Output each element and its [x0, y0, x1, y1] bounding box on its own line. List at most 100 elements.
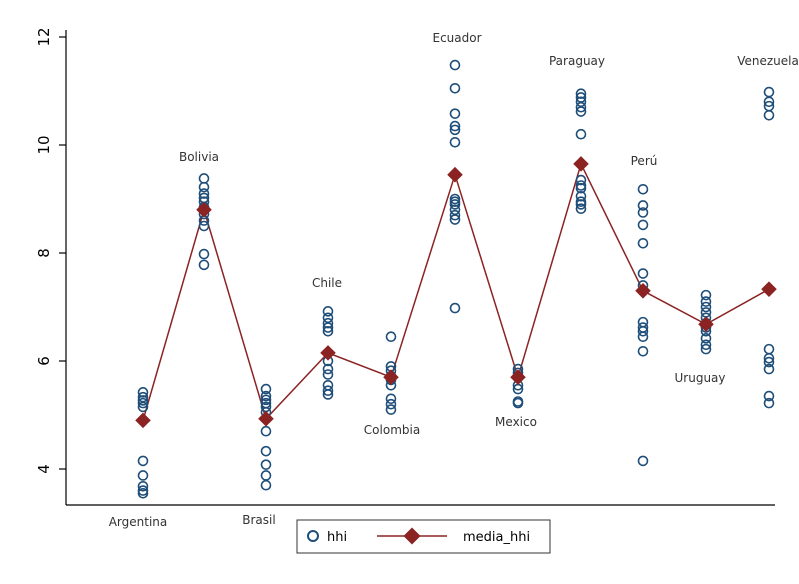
hhi-point — [449, 214, 461, 225]
hhi-point — [575, 203, 587, 215]
hhi-point — [449, 137, 461, 148]
hhi-point — [322, 325, 334, 337]
hhi-point — [198, 220, 210, 232]
hhi-point — [449, 209, 461, 221]
hhi-point — [637, 200, 649, 211]
hhi-point — [322, 369, 334, 380]
axis-layer: 4 6 8 10 12 — [35, 27, 775, 506]
hhi-point — [575, 199, 587, 210]
hhi-point — [322, 389, 334, 400]
hhi-point — [137, 470, 149, 481]
hhi-point — [637, 207, 649, 218]
hhi-point — [385, 398, 397, 410]
category-label: Ecuador — [432, 31, 481, 45]
hhi-point — [137, 401, 149, 413]
hhi-point — [449, 302, 461, 314]
y-tick-label: 4 — [35, 464, 53, 474]
y-tick-label: 8 — [35, 248, 53, 258]
legend-media-marker — [403, 527, 421, 545]
hhi-point — [763, 86, 775, 98]
hhi-point — [449, 199, 461, 210]
hhi-point — [763, 390, 775, 402]
media-hhi-point — [135, 412, 151, 429]
hhi-point — [637, 219, 649, 231]
media-hhi-point — [196, 202, 212, 218]
hhi-point — [260, 383, 272, 395]
category-label: Perú — [631, 154, 658, 168]
hhi-point — [575, 182, 587, 194]
hhi-point — [322, 322, 334, 333]
hhi-point — [385, 404, 397, 415]
hhi-point — [198, 248, 210, 260]
hhi-point — [575, 101, 587, 113]
hhi-point — [575, 88, 587, 99]
hhi-point — [137, 480, 149, 492]
hhi-point — [763, 356, 775, 368]
hhi-point — [260, 470, 272, 481]
y-tick-label: 10 — [35, 135, 53, 154]
hhi-point — [260, 459, 272, 470]
hhi-point — [449, 108, 461, 119]
hhi-point — [260, 425, 272, 437]
hhi-point — [637, 345, 649, 357]
category-label: Bolivia — [179, 150, 219, 164]
hhi-point — [260, 479, 272, 491]
hhi-point — [763, 352, 775, 364]
category-label: Venezuela — [737, 54, 799, 68]
hhi-point — [637, 325, 649, 337]
hhi-point — [763, 343, 775, 355]
hhi-point — [575, 106, 587, 117]
hhi-point — [260, 445, 272, 457]
media-hhi-point — [635, 283, 651, 299]
legend-hhi-label: hhi — [327, 530, 347, 545]
hhi-point — [449, 124, 461, 136]
hhi-point — [637, 183, 649, 195]
hhi-point — [575, 174, 587, 186]
media-hhi-point — [573, 156, 589, 172]
media-hhi-point — [761, 281, 777, 297]
hhi-point — [449, 83, 461, 94]
hhi-point — [763, 110, 775, 121]
hhi-point — [198, 173, 210, 184]
hhi-point — [137, 487, 149, 499]
points-layer — [135, 59, 777, 499]
hhi-point — [198, 181, 210, 193]
hhi-point — [575, 191, 587, 202]
legend-media-label: media_hhi — [463, 530, 530, 545]
hhi-point — [198, 188, 210, 199]
hhi-point — [575, 128, 587, 140]
hhi-point — [322, 385, 334, 397]
category-label: Paraguay — [549, 54, 605, 68]
hhi-point — [700, 343, 712, 355]
hhi-point — [260, 394, 272, 406]
hhi-point — [700, 301, 712, 313]
hhi-point — [637, 331, 649, 343]
category-labels-layer: Argentina Bolivia Brasil Chile Colombia Ecuad… — [109, 31, 799, 529]
media-hhi-point — [510, 369, 526, 385]
hhi-point — [385, 331, 397, 343]
hhi-point — [637, 268, 649, 279]
hhi-point — [137, 387, 149, 398]
hhi-point — [700, 339, 712, 351]
hhi-point — [700, 289, 712, 301]
category-label: Uruguay — [675, 371, 726, 385]
category-label: Brasil — [242, 513, 275, 527]
media-hhi-point — [383, 369, 399, 385]
category-label: Colombia — [364, 423, 420, 437]
legend-hhi-marker — [307, 530, 319, 542]
category-label: Mexico — [495, 415, 537, 429]
hhi-point — [137, 397, 149, 409]
legend: hhi media_hhi — [296, 519, 551, 554]
hhi-point — [763, 363, 775, 375]
hhi-point — [637, 237, 649, 249]
category-label: Chile — [312, 276, 342, 290]
media-hhi-point — [447, 166, 463, 183]
y-tick-label: 12 — [35, 27, 53, 46]
hhi-point — [637, 455, 649, 467]
hhi-point — [449, 120, 461, 132]
hhi-point — [700, 296, 712, 307]
legend-box — [296, 519, 551, 554]
media-hhi-point — [698, 316, 714, 333]
